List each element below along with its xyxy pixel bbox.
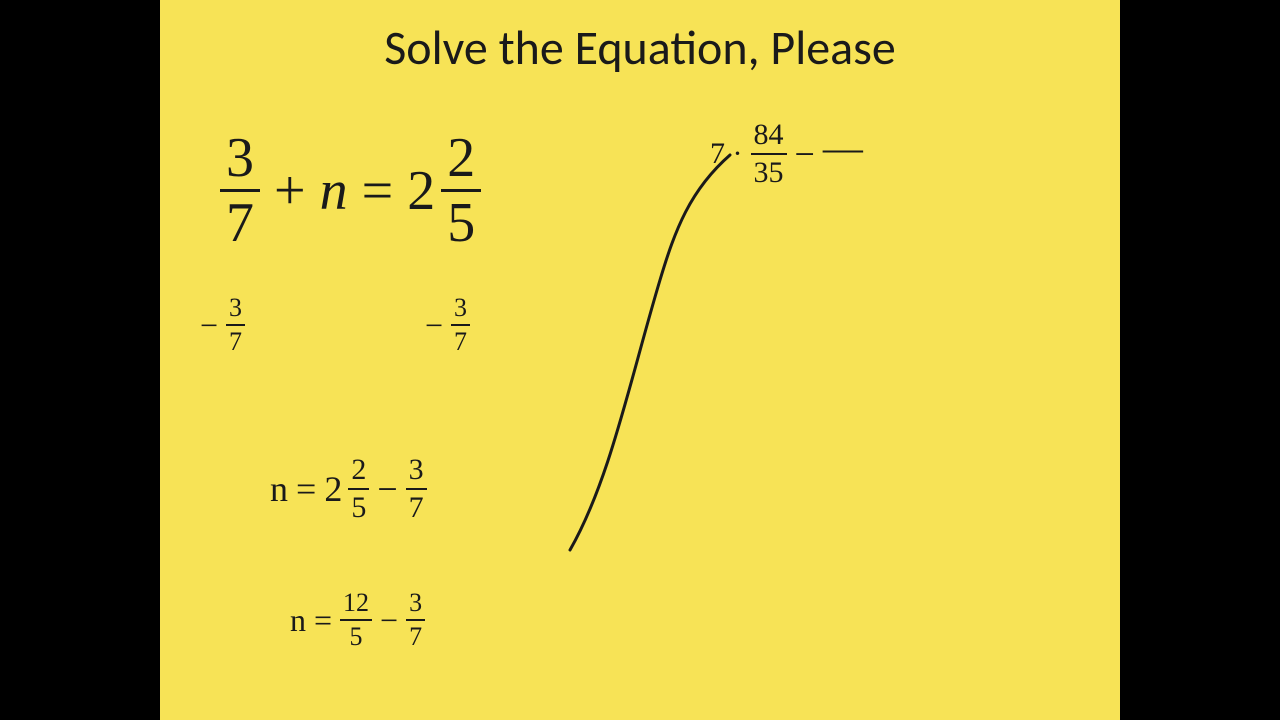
step-common-denom: 7 · 84 35 − — <box>710 120 861 188</box>
slide: Solve the Equation, Please 3 7 + n = 2 2… <box>160 0 1120 720</box>
step-subtract-left: − 3 7 <box>200 295 245 355</box>
equals-sign: = <box>362 159 394 223</box>
variable-n: n <box>320 159 348 223</box>
step-n-mixed: n = 2 2 5 − 3 7 <box>270 455 427 523</box>
step-n-improper: n = 12 5 − 3 7 <box>290 590 425 650</box>
plus-sign: + <box>274 159 306 223</box>
blank-bar: — <box>823 128 861 168</box>
slide-title: Solve the Equation, Please <box>160 18 1120 77</box>
rhs-mixed: 2 2 5 <box>407 130 481 251</box>
step-subtract-right: − 3 7 <box>425 295 470 355</box>
main-equation: 3 7 + n = 2 2 5 <box>220 130 481 251</box>
lhs-fraction: 3 7 <box>220 130 260 251</box>
